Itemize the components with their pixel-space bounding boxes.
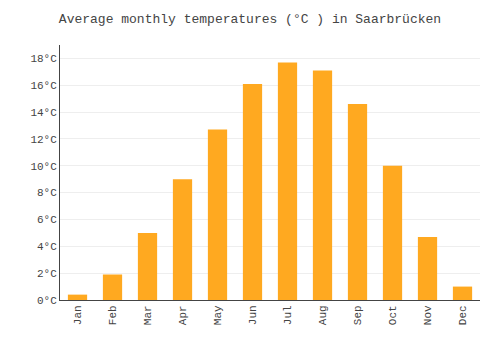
svg-text:6°C: 6°C: [37, 214, 57, 226]
svg-text:2°C: 2°C: [37, 268, 57, 280]
svg-text:Dec: Dec: [457, 305, 469, 325]
svg-text:May: May: [212, 305, 224, 325]
svg-text:Aug: Aug: [317, 305, 329, 325]
svg-text:18°C: 18°C: [30, 53, 57, 65]
svg-text:12°C: 12°C: [30, 134, 57, 146]
svg-text:Apr: Apr: [177, 305, 189, 325]
svg-text:Feb: Feb: [107, 305, 119, 325]
svg-text:Oct: Oct: [387, 305, 399, 325]
svg-text:Average monthly temperatures (: Average monthly temperatures (°C ) in Sa…: [59, 12, 441, 27]
svg-text:0°C: 0°C: [37, 295, 57, 307]
svg-text:16°C: 16°C: [30, 80, 57, 92]
svg-text:Jan: Jan: [72, 305, 84, 325]
svg-text:Nov: Nov: [422, 305, 434, 325]
svg-text:Mar: Mar: [142, 305, 154, 325]
svg-text:Jun: Jun: [247, 305, 259, 325]
svg-text:Sep: Sep: [352, 305, 364, 325]
svg-text:10°C: 10°C: [30, 161, 57, 173]
svg-text:4°C: 4°C: [37, 241, 57, 253]
svg-text:14°C: 14°C: [30, 107, 57, 119]
svg-text:8°C: 8°C: [37, 187, 57, 199]
svg-text:Jul: Jul: [282, 305, 294, 325]
